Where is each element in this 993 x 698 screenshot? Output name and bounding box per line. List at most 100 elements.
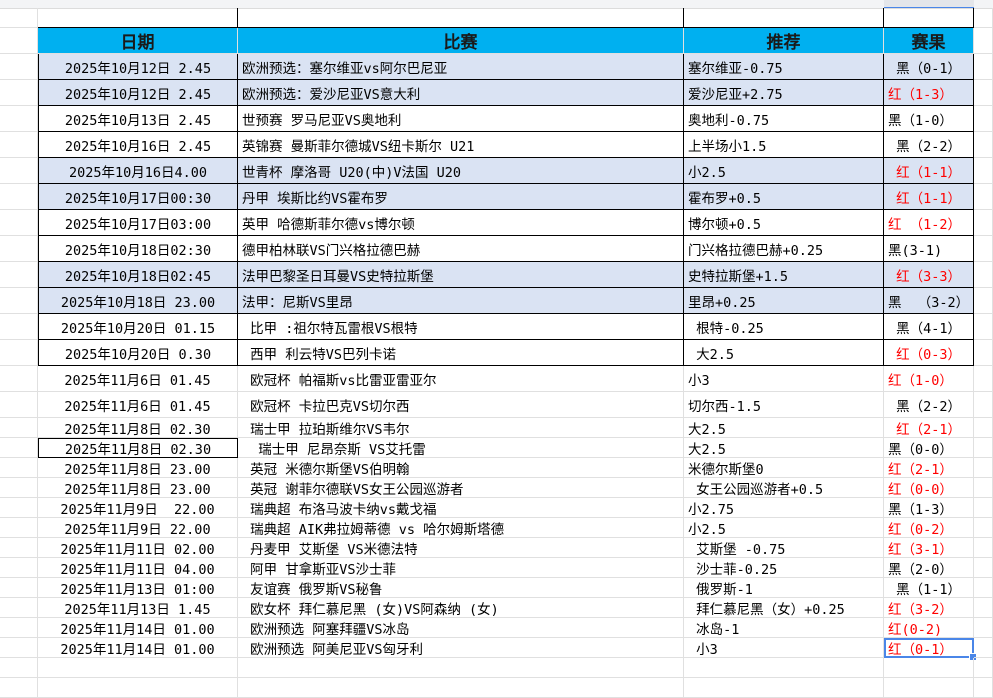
date-cell[interactable]: 2025年11月13日 1.45 — [38, 598, 238, 618]
cell[interactable] — [0, 418, 38, 438]
match-cell[interactable]: 德甲柏林联VS门兴格拉德巴赫 — [238, 236, 684, 262]
cell[interactable] — [238, 678, 684, 698]
recommend-cell[interactable]: 拜仁慕尼黑（女）+0.25 — [684, 598, 884, 618]
cell[interactable] — [974, 106, 993, 132]
selected-column-header[interactable] — [884, 0, 974, 8]
cell[interactable] — [0, 598, 38, 618]
cell[interactable] — [0, 658, 38, 678]
cell[interactable] — [0, 498, 38, 518]
date-cell[interactable]: 2025年11月6日 01.45 — [38, 392, 238, 418]
cell[interactable] — [0, 184, 38, 210]
cell[interactable] — [974, 184, 993, 210]
match-cell[interactable]: 欧洲预选：爱沙尼亚VS意大利 — [238, 80, 684, 106]
cell[interactable] — [684, 678, 884, 698]
date-cell[interactable]: 2025年10月18日 23.00 — [38, 288, 238, 314]
cell[interactable] — [974, 28, 993, 54]
cell[interactable] — [0, 478, 38, 498]
match-cell[interactable]: 丹麦甲 艾斯堡 VS米德法特 — [238, 538, 684, 558]
cell[interactable] — [974, 210, 993, 236]
recommend-cell[interactable]: 里昂+0.25 — [684, 288, 884, 314]
cell[interactable] — [974, 236, 993, 262]
cell[interactable] — [974, 558, 993, 578]
cell[interactable] — [0, 558, 38, 578]
cell[interactable] — [974, 578, 993, 598]
header-match[interactable]: 比赛 — [238, 28, 684, 54]
result-cell[interactable]: 红(0-2) — [884, 618, 974, 638]
date-cell[interactable]: 2025年11月8日 02.30 — [38, 418, 238, 438]
match-cell[interactable]: 世青杯 摩洛哥 U20(中)V法国 U20 — [238, 158, 684, 184]
recommend-cell[interactable]: 爱沙尼亚+2.75 — [684, 80, 884, 106]
recommend-cell[interactable]: 小2.75 — [684, 498, 884, 518]
cell[interactable] — [0, 392, 38, 418]
result-cell[interactable]: 红（3-1） — [884, 538, 974, 558]
cell[interactable] — [0, 106, 38, 132]
cell[interactable] — [0, 132, 38, 158]
recommend-cell[interactable]: 小3 — [684, 366, 884, 392]
result-cell[interactable]: 红（0-2） — [884, 518, 974, 538]
date-cell[interactable]: 2025年10月13日 2.45 — [38, 106, 238, 132]
cell[interactable] — [0, 236, 38, 262]
match-cell[interactable]: 欧冠杯 卡拉巴克VS切尔西 — [238, 392, 684, 418]
cell[interactable] — [38, 678, 238, 698]
match-cell[interactable]: 欧洲预选 阿塞拜疆VS冰岛 — [238, 618, 684, 638]
cell[interactable] — [884, 678, 974, 698]
recommend-cell[interactable]: 奥地利-0.75 — [684, 106, 884, 132]
match-cell[interactable]: 法甲巴黎圣日耳曼VS史特拉斯堡 — [238, 262, 684, 288]
recommend-cell[interactable]: 大2.5 — [684, 438, 884, 458]
date-cell[interactable]: 2025年10月17日03:00 — [38, 210, 238, 236]
match-cell[interactable]: 法甲：尼斯VS里昂 — [238, 288, 684, 314]
match-cell[interactable]: 欧冠杯 帕福斯vs比雷亚雷亚尔 — [238, 366, 684, 392]
result-cell[interactable]: 红（2-1） — [884, 418, 974, 438]
cell[interactable] — [974, 418, 993, 438]
cell[interactable] — [974, 366, 993, 392]
header-recommend[interactable]: 推荐 — [684, 28, 884, 54]
date-cell[interactable]: 2025年10月16日4.00 — [38, 158, 238, 184]
match-cell[interactable]: 英甲 哈德斯菲尔德vs博尔顿 — [238, 210, 684, 236]
cell[interactable] — [974, 618, 993, 638]
recommend-cell[interactable]: 小3 — [684, 638, 884, 658]
date-cell[interactable]: 2025年11月8日 23.00 — [38, 478, 238, 498]
cell[interactable] — [974, 54, 993, 80]
match-cell[interactable]: 瑞士甲 拉珀斯维尔VS韦尔 — [238, 418, 684, 438]
recommend-cell[interactable]: 女王公园巡游者+0.5 — [684, 478, 884, 498]
cell[interactable] — [974, 392, 993, 418]
result-cell[interactable]: 红（1-3） — [884, 80, 974, 106]
cell[interactable] — [0, 210, 38, 236]
cell[interactable] — [0, 578, 38, 598]
cell[interactable] — [0, 366, 38, 392]
result-cell[interactable]: 黑（2-0） — [884, 558, 974, 578]
cell[interactable] — [684, 658, 884, 678]
cell[interactable] — [684, 8, 884, 28]
result-cell[interactable]: 黑（1-1） — [884, 578, 974, 598]
cell[interactable] — [974, 678, 993, 698]
match-cell[interactable]: 比甲 :祖尔特瓦雷根VS根特 — [238, 314, 684, 340]
cell[interactable] — [0, 262, 38, 288]
match-cell[interactable]: 瑞典超 AIK弗拉姆蒂德 vs 哈尔姆斯塔德 — [238, 518, 684, 538]
date-cell[interactable]: 2025年11月14日 01.00 — [38, 618, 238, 638]
recommend-cell[interactable]: 切尔西-1.5 — [684, 392, 884, 418]
cell[interactable] — [0, 518, 38, 538]
date-cell[interactable]: 2025年10月16日 2.45 — [38, 132, 238, 158]
result-cell[interactable]: 红（3-2） — [884, 598, 974, 618]
date-cell[interactable]: 2025年10月20日 01.15 — [38, 314, 238, 340]
result-cell[interactable]: 黑（4-1） — [884, 314, 974, 340]
cell[interactable] — [974, 518, 993, 538]
date-cell[interactable]: 2025年10月20日 0.30 — [38, 340, 238, 366]
date-cell[interactable]: 2025年11月6日 01.45 — [38, 366, 238, 392]
cell[interactable] — [0, 158, 38, 184]
cell[interactable] — [974, 314, 993, 340]
cell[interactable] — [974, 80, 993, 106]
result-cell[interactable]: 红（0-3） — [884, 340, 974, 366]
cell[interactable] — [974, 262, 993, 288]
date-cell[interactable]: 2025年10月12日 2.45 — [38, 80, 238, 106]
recommend-cell[interactable]: 上半场小1.5 — [684, 132, 884, 158]
recommend-cell[interactable]: 冰岛-1 — [684, 618, 884, 638]
cell[interactable] — [0, 288, 38, 314]
cell[interactable] — [974, 458, 993, 478]
cell[interactable] — [974, 132, 993, 158]
cell[interactable] — [974, 438, 993, 458]
result-cell[interactable]: 黑(3-1) — [884, 236, 974, 262]
match-cell[interactable]: 丹甲 埃斯比约VS霍布罗 — [238, 184, 684, 210]
date-cell[interactable]: 2025年10月18日02:45 — [38, 262, 238, 288]
recommend-cell[interactable]: 大2.5 — [684, 340, 884, 366]
